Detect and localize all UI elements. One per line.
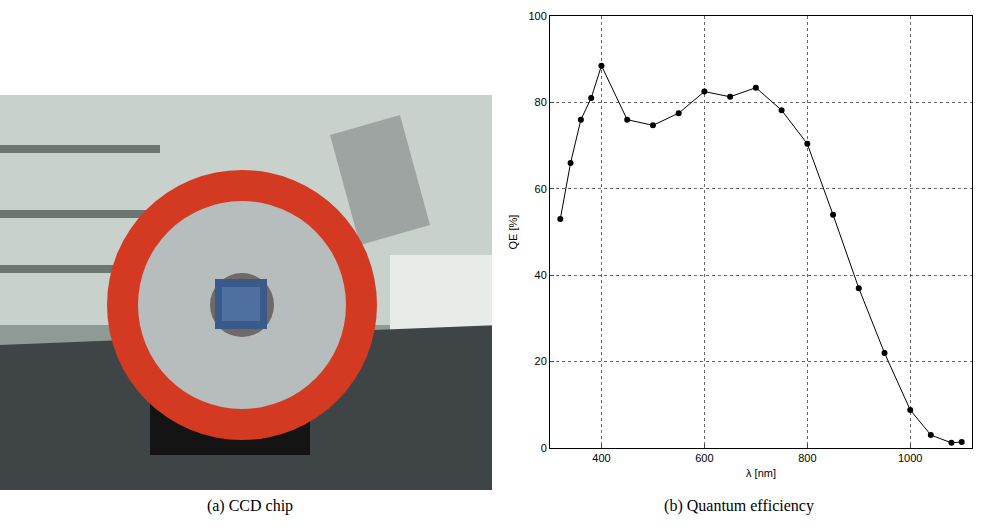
svg-text:800: 800: [798, 452, 816, 464]
svg-text:0: 0: [541, 442, 547, 454]
html-text:(b) Quantum efficiency: (b) Quantum efficiency: [664, 497, 814, 514]
svg-text:600: 600: [695, 452, 713, 464]
svg-text:80: 80: [535, 96, 547, 108]
svg-text:20: 20: [535, 355, 547, 367]
svg-text:QE [%]: QE [%]: [507, 215, 519, 250]
html-text:(a) CCD chip: (a) CCD chip: [206, 497, 294, 514]
svg-text:40: 40: [535, 269, 547, 281]
svg-text:400: 400: [592, 452, 610, 464]
svg-text:100: 100: [528, 10, 546, 22]
svg-text:λ [nm]: λ [nm]: [746, 467, 776, 479]
svg-text:60: 60: [535, 183, 547, 195]
svg-text:1000: 1000: [898, 452, 922, 464]
